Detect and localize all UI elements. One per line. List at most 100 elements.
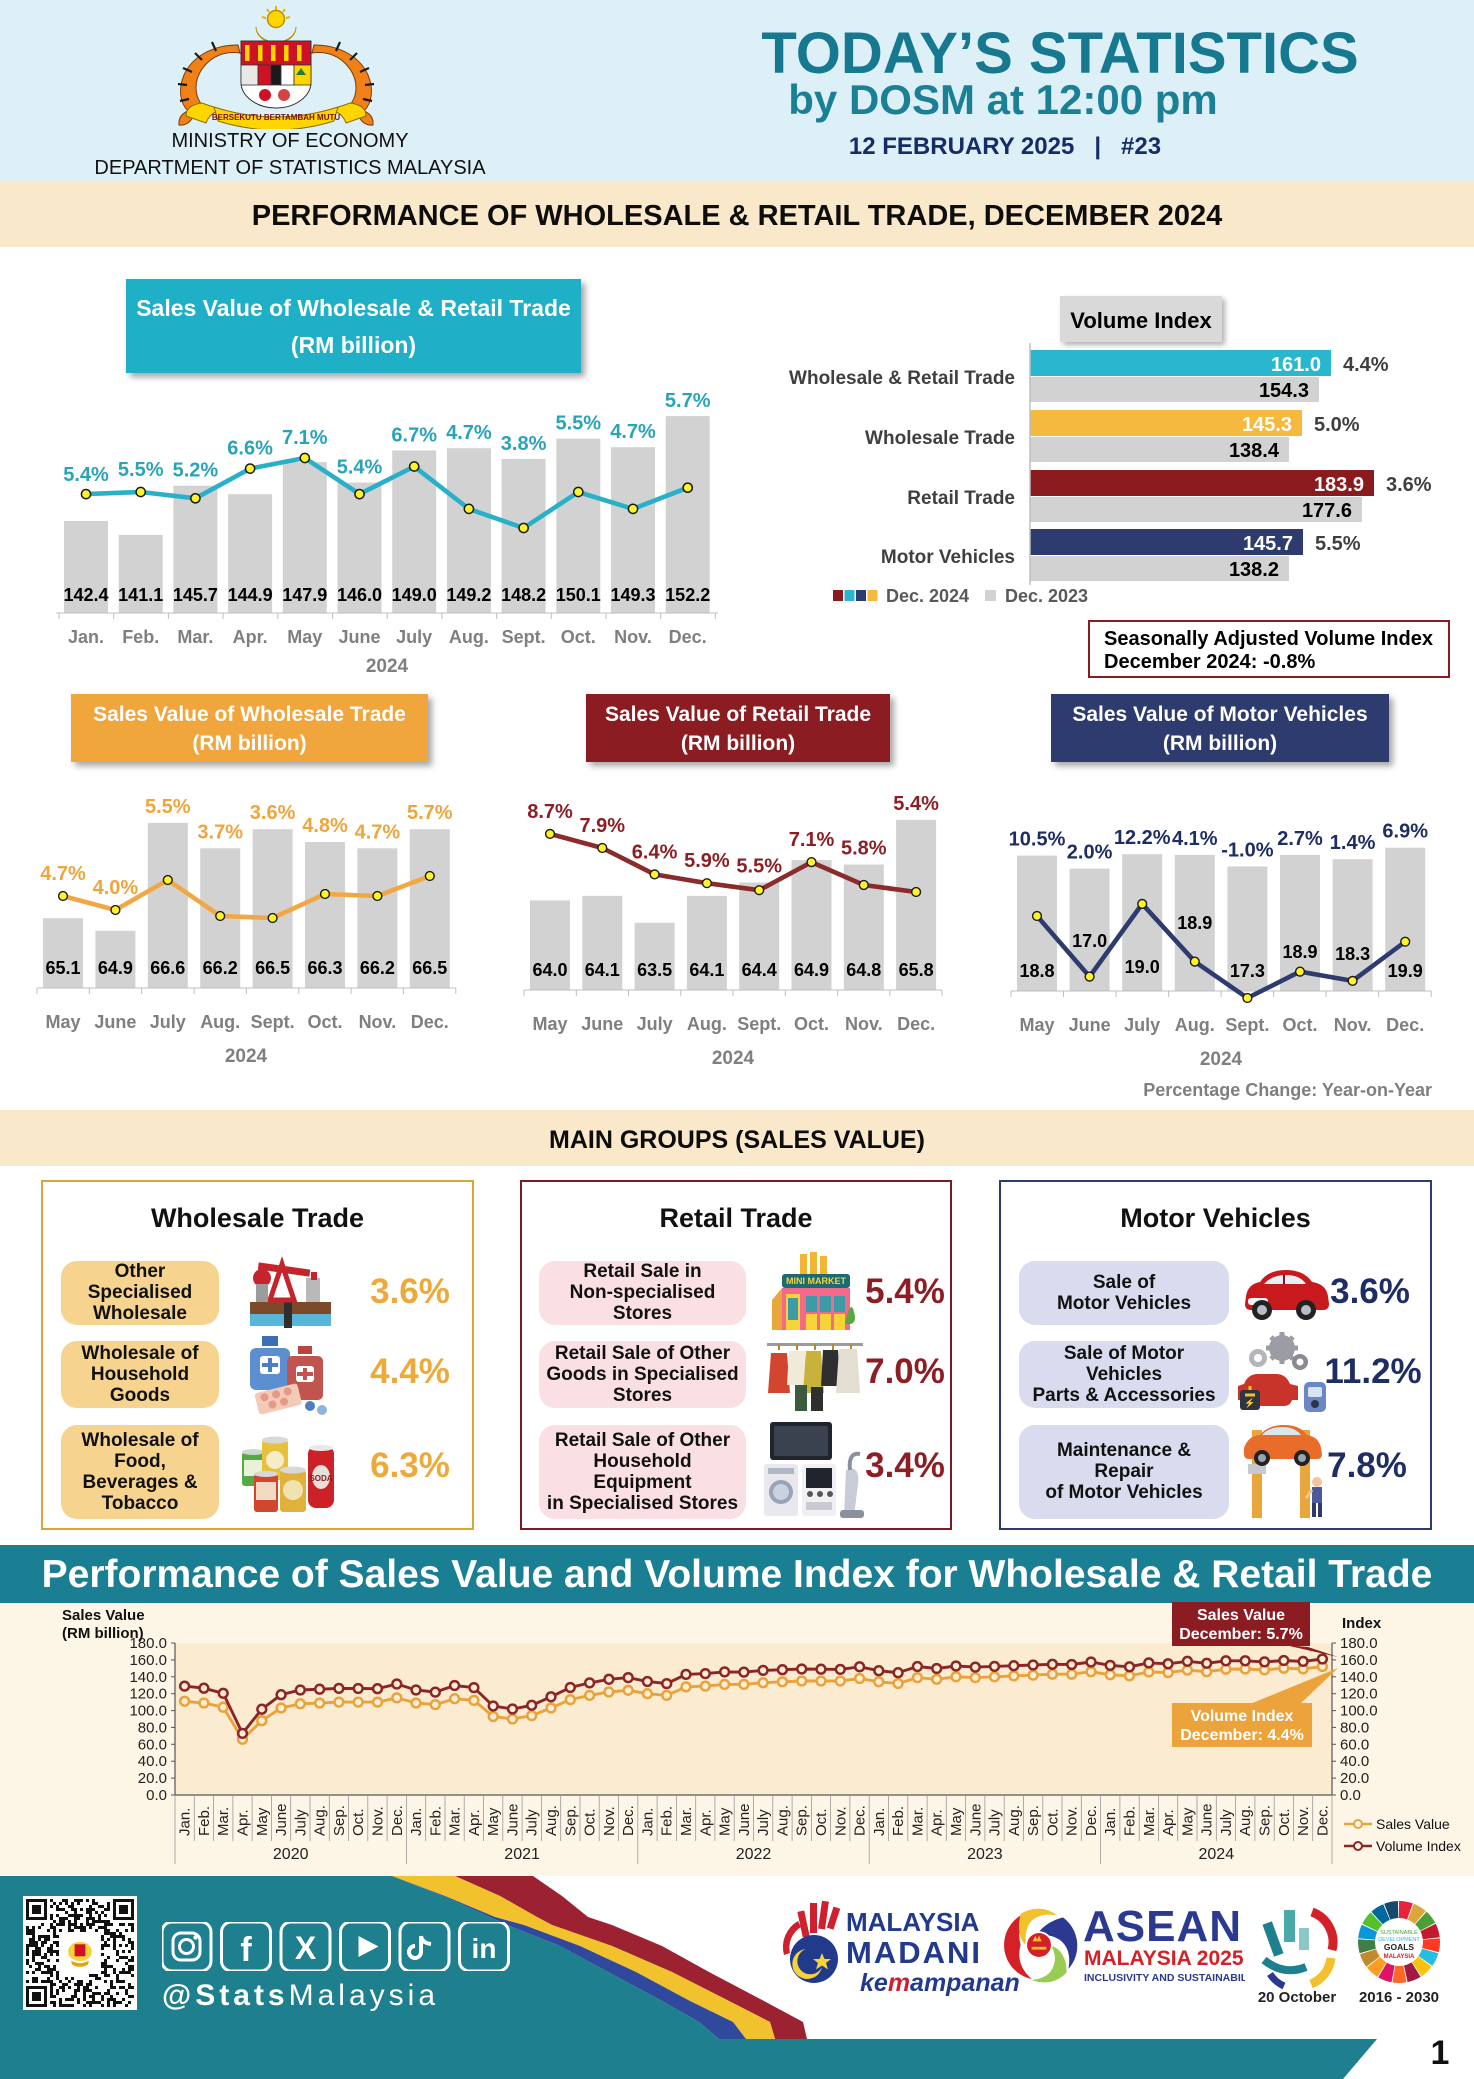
svg-text:Dec.: Dec. bbox=[897, 1014, 935, 1034]
svg-text:2024: 2024 bbox=[225, 1046, 268, 1067]
svg-text:Jan.: Jan. bbox=[177, 1808, 194, 1836]
svg-text:MINI MARKET: MINI MARKET bbox=[786, 1276, 846, 1286]
svg-text:2024: 2024 bbox=[366, 656, 409, 677]
svg-text:183.9: 183.9 bbox=[1314, 474, 1364, 496]
svg-text:19.0: 19.0 bbox=[1125, 957, 1160, 977]
svg-text:65.1: 65.1 bbox=[45, 958, 80, 978]
svg-text:July: July bbox=[637, 1014, 673, 1034]
svg-text:June: June bbox=[338, 627, 380, 647]
svg-text:Nov.: Nov. bbox=[614, 627, 652, 647]
svg-text:Jan.: Jan. bbox=[871, 1808, 888, 1836]
svg-text:138.4: 138.4 bbox=[1229, 440, 1280, 462]
svg-text:Sept.: Sept. bbox=[251, 1012, 295, 1032]
svg-text:161.0: 161.0 bbox=[1271, 354, 1321, 376]
svg-text:5.7%: 5.7% bbox=[407, 802, 453, 824]
svg-text:3.6%: 3.6% bbox=[250, 802, 296, 824]
svg-text:0.0: 0.0 bbox=[146, 1787, 167, 1804]
svg-text:145.3: 145.3 bbox=[1242, 414, 1292, 436]
svg-text:Motor Vehicles: Motor Vehicles bbox=[881, 547, 1015, 568]
svg-text:Nov.: Nov. bbox=[1295, 1806, 1312, 1836]
svg-text:40.0: 40.0 bbox=[1340, 1753, 1369, 1770]
svg-text:149.0: 149.0 bbox=[392, 585, 437, 605]
svg-text:Jan.: Jan. bbox=[639, 1808, 656, 1836]
svg-text:141.1: 141.1 bbox=[118, 585, 163, 605]
svg-text:64.9: 64.9 bbox=[98, 958, 133, 978]
svg-text:July: July bbox=[1124, 1015, 1160, 1035]
svg-text:18.9: 18.9 bbox=[1282, 942, 1317, 962]
svg-text:Dec.: Dec. bbox=[620, 1805, 637, 1836]
svg-text:4.4%: 4.4% bbox=[1343, 354, 1389, 376]
svg-text:Dec.: Dec. bbox=[852, 1805, 869, 1836]
svg-text:Oct.: Oct. bbox=[813, 1808, 830, 1836]
svg-text:2.0%: 2.0% bbox=[1067, 842, 1113, 864]
svg-text:4.8%: 4.8% bbox=[302, 815, 348, 837]
svg-text:Apr.: Apr. bbox=[466, 1809, 483, 1836]
svg-text:Nov.: Nov. bbox=[832, 1806, 849, 1836]
svg-text:5.5%: 5.5% bbox=[145, 796, 191, 818]
svg-text:Retail Trade: Retail Trade bbox=[907, 488, 1015, 509]
svg-text:Sep.: Sep. bbox=[1025, 1805, 1042, 1836]
svg-text:140.0: 140.0 bbox=[1340, 1669, 1378, 1686]
svg-text:Apr.: Apr. bbox=[233, 627, 268, 647]
svg-text:20 October: 20 October bbox=[1258, 1989, 1337, 2006]
svg-text:Oct.: Oct. bbox=[307, 1012, 342, 1032]
svg-text:Oct.: Oct. bbox=[1276, 1808, 1293, 1836]
svg-text:Oct.: Oct. bbox=[561, 627, 596, 647]
svg-text:MALAYSIA: MALAYSIA bbox=[846, 1907, 980, 1937]
svg-text:8.7%: 8.7% bbox=[527, 801, 573, 823]
svg-text:146.0: 146.0 bbox=[337, 585, 382, 605]
svg-text:152.2: 152.2 bbox=[665, 585, 710, 605]
svg-text:145.7: 145.7 bbox=[173, 585, 218, 605]
svg-text:Aug.: Aug. bbox=[200, 1012, 240, 1032]
svg-text:Oct.: Oct. bbox=[1282, 1015, 1317, 1035]
svg-text:Dec.: Dec. bbox=[1386, 1015, 1424, 1035]
svg-text:Jan.: Jan. bbox=[68, 627, 104, 647]
svg-text:6.4%: 6.4% bbox=[632, 841, 678, 863]
svg-text:May: May bbox=[1019, 1015, 1054, 1035]
svg-text:Aug.: Aug. bbox=[543, 1805, 560, 1836]
svg-text:4.0%: 4.0% bbox=[93, 877, 139, 899]
svg-text:Nov.: Nov. bbox=[359, 1012, 397, 1032]
svg-text:138.2: 138.2 bbox=[1229, 559, 1279, 581]
svg-text:5.5%: 5.5% bbox=[1315, 533, 1361, 555]
svg-text:18.3: 18.3 bbox=[1335, 944, 1370, 964]
svg-text:ASEAN: ASEAN bbox=[1083, 1902, 1242, 1951]
svg-text:64.1: 64.1 bbox=[585, 960, 620, 980]
svg-text:17.0: 17.0 bbox=[1072, 931, 1107, 951]
svg-text:64.4: 64.4 bbox=[742, 960, 777, 980]
svg-text:2022: 2022 bbox=[736, 1846, 772, 1863]
svg-text:148.2: 148.2 bbox=[501, 585, 546, 605]
svg-text:Apr.: Apr. bbox=[929, 1809, 946, 1836]
svg-text:Sept.: Sept. bbox=[737, 1014, 781, 1034]
svg-text:June: June bbox=[736, 1803, 753, 1836]
svg-text:Apr.: Apr. bbox=[1160, 1809, 1177, 1836]
svg-text:64.1: 64.1 bbox=[689, 960, 724, 980]
svg-text:66.3: 66.3 bbox=[307, 958, 342, 978]
svg-text:80.0: 80.0 bbox=[1340, 1719, 1369, 1736]
svg-text:May: May bbox=[254, 1807, 271, 1836]
svg-text:July: July bbox=[150, 1012, 186, 1032]
svg-text:Mar.: Mar. bbox=[177, 627, 213, 647]
svg-text:66.2: 66.2 bbox=[203, 958, 238, 978]
svg-text:May: May bbox=[485, 1807, 502, 1836]
svg-text:63.5: 63.5 bbox=[637, 960, 672, 980]
svg-text:Dec.: Dec. bbox=[411, 1012, 449, 1032]
svg-text:4.7%: 4.7% bbox=[355, 821, 401, 843]
svg-text:Aug.: Aug. bbox=[312, 1805, 329, 1836]
svg-text:64.9: 64.9 bbox=[794, 960, 829, 980]
svg-text:10.5%: 10.5% bbox=[1009, 829, 1066, 851]
svg-text:5.4%: 5.4% bbox=[337, 457, 383, 479]
svg-text:Sep.: Sep. bbox=[331, 1805, 348, 1836]
svg-text:Oct.: Oct. bbox=[1044, 1808, 1061, 1836]
svg-text:Oct.: Oct. bbox=[350, 1808, 367, 1836]
svg-text:July: July bbox=[396, 627, 432, 647]
svg-text:July: July bbox=[755, 1809, 772, 1836]
svg-text:120.0: 120.0 bbox=[129, 1686, 167, 1703]
svg-text:June: June bbox=[967, 1803, 984, 1836]
svg-text:64.8: 64.8 bbox=[846, 960, 881, 980]
svg-text:7.1%: 7.1% bbox=[282, 427, 328, 449]
svg-text:July: July bbox=[524, 1809, 541, 1836]
svg-text:5.2%: 5.2% bbox=[173, 460, 219, 482]
svg-text:5.5%: 5.5% bbox=[556, 413, 602, 435]
svg-text:3.6%: 3.6% bbox=[1386, 474, 1432, 496]
